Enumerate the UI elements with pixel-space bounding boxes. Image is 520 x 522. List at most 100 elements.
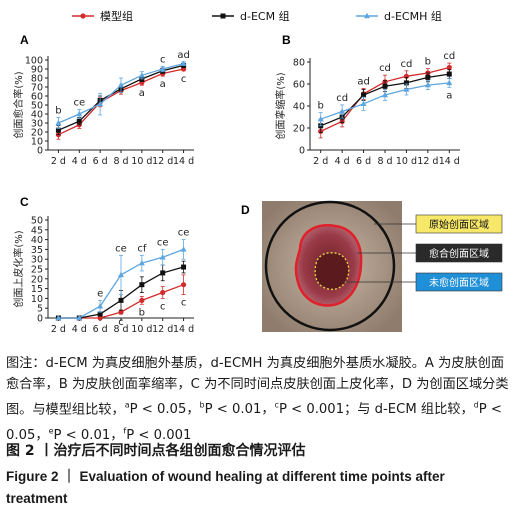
data-point	[181, 264, 187, 270]
significance-label: b	[139, 307, 145, 318]
data-point	[76, 110, 83, 117]
y-tick-label: 15	[31, 284, 43, 295]
data-point	[118, 309, 124, 315]
p-value-superscript: d	[473, 401, 479, 410]
y-tick-label: 40	[31, 110, 43, 121]
significance-label: b	[318, 101, 324, 112]
p-value-superscript: a	[124, 401, 130, 410]
data-point	[403, 80, 409, 86]
legend-marker	[80, 13, 86, 19]
y-tick-label: 50	[31, 216, 43, 227]
y-axis-label: 创面挛缩率(%)	[274, 72, 287, 139]
legend-label: d-ECMH 组	[384, 9, 442, 23]
p-value-superscript: b	[199, 401, 205, 410]
panel-label: C	[20, 195, 29, 209]
figure-title-en: Figure 2 ｜ Evaluation of wound healing a…	[6, 469, 445, 506]
significance-label: cd	[400, 59, 412, 70]
data-point	[97, 311, 103, 317]
x-tick-label: 14 d	[439, 156, 460, 167]
p-value-superscript: f	[123, 426, 127, 436]
x-tick-label: 14 d	[173, 156, 194, 167]
significance-label: a	[446, 90, 452, 101]
series-3	[55, 60, 187, 129]
y-tick-label: 30	[31, 255, 43, 266]
data-point	[55, 127, 61, 133]
series-3	[55, 239, 187, 321]
panel-label: D	[241, 203, 250, 217]
p-value-superscript: e	[48, 426, 54, 436]
x-tick-label: 8 d	[113, 156, 128, 167]
x-tick-label: 12 d	[417, 156, 438, 167]
data-point	[118, 82, 124, 88]
region-label-box	[415, 272, 503, 292]
significance-label: cd	[443, 51, 455, 62]
legend-label: 模型组	[100, 9, 133, 23]
data-point	[360, 100, 367, 106]
data-point	[139, 282, 145, 288]
data-point	[160, 270, 166, 276]
x-tick-label: 6 d	[356, 156, 371, 167]
y-tick-label: 0	[37, 314, 43, 325]
x-tick-label: 10 d	[131, 324, 152, 335]
y-tick-label: 10	[31, 137, 43, 148]
data-point	[76, 118, 82, 124]
y-tick-label: 0	[299, 146, 305, 157]
data-point	[138, 72, 145, 78]
y-tick-label: 20	[293, 124, 305, 135]
significance-label: c	[160, 301, 166, 312]
significance-label: cd	[379, 63, 391, 74]
data-point	[180, 60, 187, 66]
unhealed-wound-boundary	[314, 252, 350, 291]
significance-label: a	[139, 88, 145, 99]
data-point	[97, 315, 103, 321]
data-point	[180, 282, 187, 288]
y-tick-label: 25	[31, 265, 43, 276]
p-value-text: P < 0.01，	[204, 402, 275, 418]
y-tick-label: 50	[31, 101, 43, 112]
significance-label: ce	[178, 228, 190, 239]
series-3	[317, 78, 453, 127]
y-axis-label: 创面愈合率(%)	[12, 71, 25, 138]
x-tick-label: 2 d	[51, 324, 66, 335]
p-value-text: P < 0.05，	[129, 402, 200, 418]
significance-label: ad	[177, 50, 189, 61]
data-point	[118, 297, 124, 303]
data-point	[159, 254, 166, 260]
panel-label: A	[20, 33, 29, 47]
data-point	[424, 81, 431, 88]
data-point	[446, 71, 452, 77]
data-point	[139, 297, 145, 303]
x-tick-label: 12 d	[152, 324, 173, 335]
chart-B: B 0 20 40 60 80 2 d 4 d 6 d 8 d 10 d 12 d 14 d 创面挛缩率(…	[274, 33, 460, 167]
y-tick-label: 60	[293, 80, 305, 91]
y-tick-label: 60	[31, 92, 43, 103]
data-point	[160, 289, 166, 296]
data-point	[446, 64, 452, 71]
data-point	[382, 83, 388, 89]
x-tick-label: 8 d	[113, 324, 128, 335]
x-tick-label: 12 d	[152, 156, 173, 167]
significance-label: ad	[357, 76, 369, 87]
data-point	[55, 119, 62, 126]
figure-note: 图注：d-ECM 为真皮细胞外基质，d-ECMH 为真皮细胞外基质水凝胶。A 为…	[6, 353, 514, 446]
data-point	[55, 314, 62, 321]
y-tick-label: 5	[37, 304, 43, 315]
significance-label: cf	[137, 243, 146, 254]
data-point	[403, 86, 410, 92]
significance-label: c	[181, 74, 187, 85]
data-point	[97, 303, 104, 309]
x-tick-label: 10 d	[396, 156, 417, 167]
x-tick-label: 8 d	[377, 156, 392, 167]
significance-label: c	[181, 297, 187, 308]
data-point	[159, 65, 166, 72]
data-point	[76, 314, 83, 321]
y-tick-label: 90	[31, 65, 43, 76]
y-tick-label: 10	[31, 294, 43, 305]
figure-title-cn: 图 2 丨治疗后不同时间点各组创面愈合情况评估	[6, 443, 306, 459]
significance-label: a	[160, 79, 166, 90]
legend: 模型组 d-ECM 组 d-ECMH 组	[72, 9, 442, 23]
y-tick-label: 45	[31, 225, 43, 236]
